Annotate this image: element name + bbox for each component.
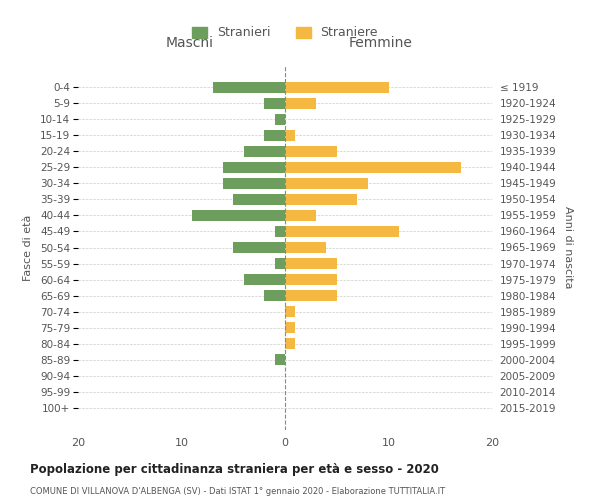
Bar xyxy=(285,162,461,173)
Bar xyxy=(285,290,337,301)
Bar xyxy=(285,274,337,285)
Bar xyxy=(233,194,285,205)
Bar xyxy=(285,322,295,334)
Y-axis label: Anni di nascita: Anni di nascita xyxy=(563,206,573,289)
Bar xyxy=(233,242,285,253)
Bar xyxy=(265,98,285,109)
Bar xyxy=(244,146,285,157)
Bar xyxy=(285,98,316,109)
Bar xyxy=(285,258,337,269)
Y-axis label: Fasce di età: Fasce di età xyxy=(23,214,33,280)
Bar xyxy=(244,274,285,285)
Bar xyxy=(275,354,285,366)
Bar xyxy=(285,130,295,141)
Bar xyxy=(285,178,368,189)
Bar xyxy=(285,82,389,93)
Bar xyxy=(275,258,285,269)
Text: Popolazione per cittadinanza straniera per età e sesso - 2020: Popolazione per cittadinanza straniera p… xyxy=(30,462,439,475)
Text: Maschi: Maschi xyxy=(166,36,214,51)
Bar xyxy=(285,210,316,221)
Bar xyxy=(223,162,285,173)
Text: COMUNE DI VILLANOVA D'ALBENGA (SV) - Dati ISTAT 1° gennaio 2020 - Elaborazione T: COMUNE DI VILLANOVA D'ALBENGA (SV) - Dat… xyxy=(30,488,445,496)
Text: Femmine: Femmine xyxy=(348,36,412,51)
Bar xyxy=(265,130,285,141)
Bar xyxy=(265,290,285,301)
Bar xyxy=(275,226,285,237)
Bar xyxy=(285,306,295,317)
Bar xyxy=(212,82,285,93)
Bar xyxy=(285,146,337,157)
Bar xyxy=(192,210,285,221)
Bar xyxy=(285,338,295,349)
Legend: Stranieri, Straniere: Stranieri, Straniere xyxy=(186,20,384,46)
Bar xyxy=(285,226,399,237)
Bar xyxy=(285,242,326,253)
Bar xyxy=(275,114,285,125)
Bar xyxy=(223,178,285,189)
Bar xyxy=(285,194,358,205)
